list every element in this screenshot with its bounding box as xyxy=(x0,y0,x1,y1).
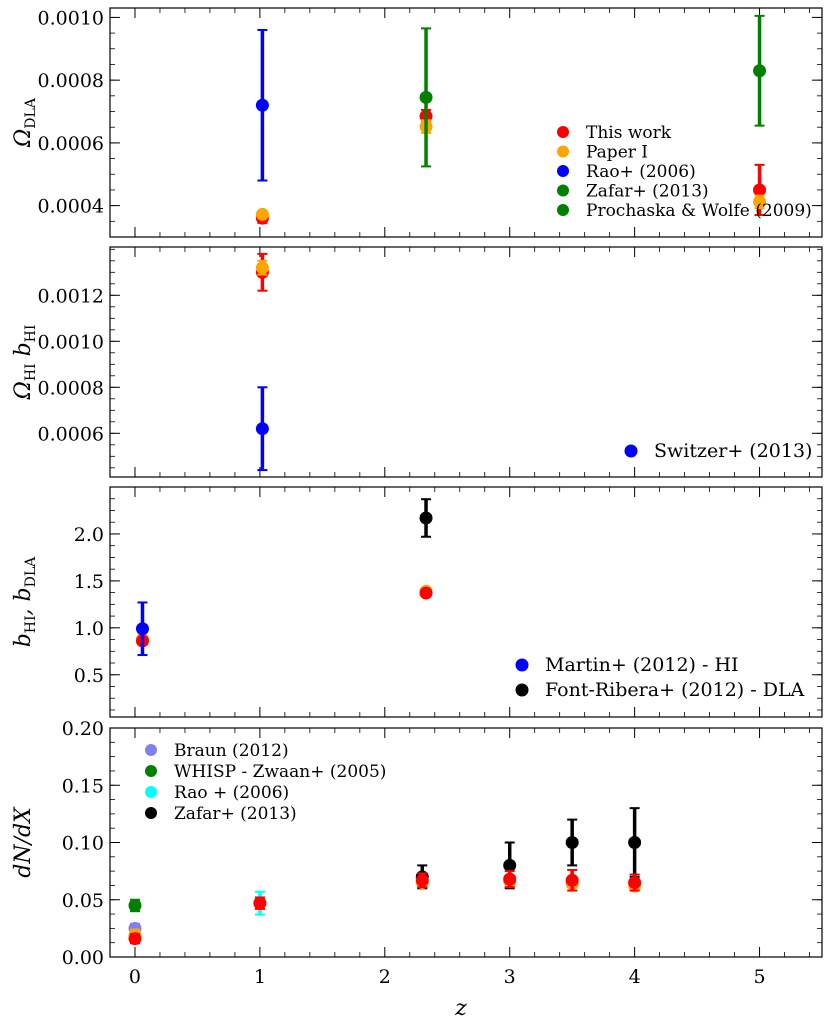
data-point xyxy=(565,873,579,887)
legend-marker xyxy=(557,126,569,138)
y-tick-label: 0.0004 xyxy=(38,196,104,218)
data-point xyxy=(415,873,429,887)
legend-3: Martin+ (2012) - HI Font-Ribera+ (2012) -… xyxy=(515,654,805,701)
data-point xyxy=(419,586,433,600)
legend-4: Braun (2012)WHISP - Zwaan+ (2005)Rao + (… xyxy=(145,741,386,824)
legend-label: Rao + (2006) xyxy=(174,783,289,803)
data-point xyxy=(753,64,767,78)
panel-4: 0.00 0.05 0.10 0.15 0.20 0 1 2 3 4 5 z dN/dX xyxy=(11,718,823,1021)
data-point xyxy=(565,836,579,849)
data-point xyxy=(753,183,767,197)
legend-label: Braun (2012) xyxy=(174,741,289,761)
y-tick-label: 0.0010 xyxy=(38,331,104,353)
legend-label: Prochaska & Wolfe (2009) xyxy=(586,201,812,221)
legend-label: Font-Ribera+ (2012) - DLA xyxy=(545,679,805,701)
y-tick-label: 0.20 xyxy=(62,718,104,740)
data-point xyxy=(128,898,142,912)
data-point xyxy=(128,932,142,946)
y-tick-label: 0.0010 xyxy=(38,7,104,29)
legend-label: Zafar+ (2013) xyxy=(586,182,709,202)
data-point xyxy=(419,511,433,525)
plot-frame xyxy=(109,486,823,718)
y-tick-label: 0.15 xyxy=(62,775,104,797)
legend-label: Rao+ (2006) xyxy=(586,162,696,182)
x-tick-label: 1 xyxy=(254,966,266,988)
legend-label: Zafar+ (2013) xyxy=(174,804,297,824)
legend-marker xyxy=(624,444,638,458)
legend-label: WHISP - Zwaan+ (2005) xyxy=(174,762,386,782)
legend-label: Paper I xyxy=(586,143,648,163)
data-point xyxy=(135,622,149,636)
y-tick-label: 0.0012 xyxy=(38,285,104,307)
data-point xyxy=(255,422,269,436)
x-axis-label: z xyxy=(454,996,467,1021)
y-tick-label: 0.0006 xyxy=(38,423,104,445)
plot-frame xyxy=(109,246,823,478)
legend-marker xyxy=(515,658,529,672)
x-tick-label: 2 xyxy=(379,966,391,988)
legend-marker xyxy=(557,145,569,158)
y-axis-label: dN/dX xyxy=(11,806,36,878)
y-tick-label: 0.10 xyxy=(62,833,104,855)
panel-1: 0.0004 0.0006 0.0008 0.0010 ΩDLA xyxy=(11,7,823,238)
data-point xyxy=(255,261,269,275)
y-tick-label: 0.05 xyxy=(62,890,104,912)
y-tick-label: 1.0 xyxy=(74,618,104,640)
panel-2: 0.0006 0.0008 0.0010 0.0012 ΩHI bHI xyxy=(11,246,823,478)
y-axis-label: bHI, bDLA xyxy=(11,556,39,647)
legend-marker xyxy=(557,184,569,197)
data-point xyxy=(503,858,517,872)
legend-label: Switzer+ (2013) xyxy=(654,440,812,462)
data-point xyxy=(628,836,642,849)
legend-label: This work xyxy=(586,123,672,143)
y-tick-label: 0.0008 xyxy=(38,70,104,92)
x-tick-label: 5 xyxy=(753,966,765,988)
legend-marker xyxy=(557,165,569,177)
x-tick-label: 3 xyxy=(504,966,516,988)
data-point xyxy=(628,876,642,890)
data-point xyxy=(255,207,269,221)
x-tick-label: 4 xyxy=(629,966,641,988)
data-point xyxy=(753,195,767,209)
legend-marker xyxy=(515,683,529,697)
legend-marker xyxy=(557,204,569,216)
legend-2: Switzer+ (2013) xyxy=(624,440,812,462)
y-tick-label: 2.0 xyxy=(74,524,104,546)
data-point xyxy=(419,90,433,104)
legend-marker xyxy=(145,786,157,798)
data-point xyxy=(255,98,269,112)
legend-label: Martin+ (2012) - HI xyxy=(545,654,739,676)
y-tick-label: 0.00 xyxy=(62,947,104,969)
data-point xyxy=(253,896,267,910)
legend-marker xyxy=(145,807,157,819)
legend-marker xyxy=(145,765,157,777)
data-point xyxy=(503,872,517,886)
y-tick-label: 1.5 xyxy=(74,571,104,593)
plot-frame xyxy=(109,7,823,238)
panel-3: 0.5 1.0 1.5 2.0 bHI, bDLA xyxy=(11,486,823,718)
x-tick-label: 0 xyxy=(129,966,141,988)
y-tick-label: 0.0006 xyxy=(38,133,104,155)
y-tick-label: 0.5 xyxy=(74,665,104,687)
y-axis-label: ΩDLA xyxy=(11,97,39,148)
y-axis-label: ΩHI bHI xyxy=(11,325,39,401)
y-tick-label: 0.0008 xyxy=(38,377,104,399)
legend-marker xyxy=(145,744,157,756)
